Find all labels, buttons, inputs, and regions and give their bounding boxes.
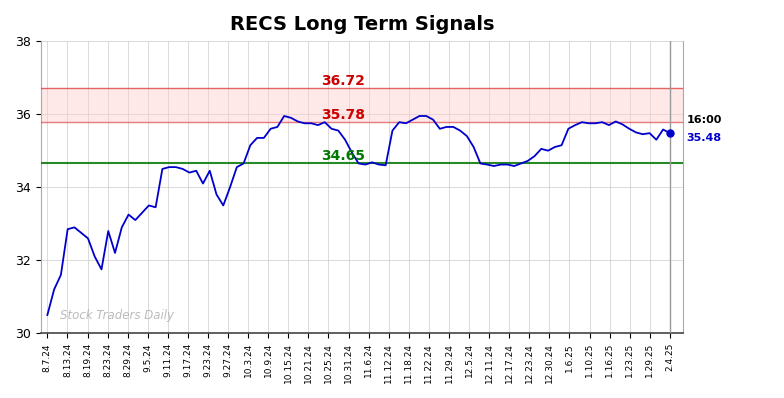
Text: Stock Traders Daily: Stock Traders Daily xyxy=(60,309,174,322)
Text: 16:00: 16:00 xyxy=(687,115,722,125)
Title: RECS Long Term Signals: RECS Long Term Signals xyxy=(230,15,494,34)
Text: 36.72: 36.72 xyxy=(321,74,365,88)
Bar xyxy=(41,88,684,122)
Text: 35.48: 35.48 xyxy=(687,133,722,143)
Text: 34.65: 34.65 xyxy=(321,149,365,163)
Text: 35.78: 35.78 xyxy=(321,108,365,122)
